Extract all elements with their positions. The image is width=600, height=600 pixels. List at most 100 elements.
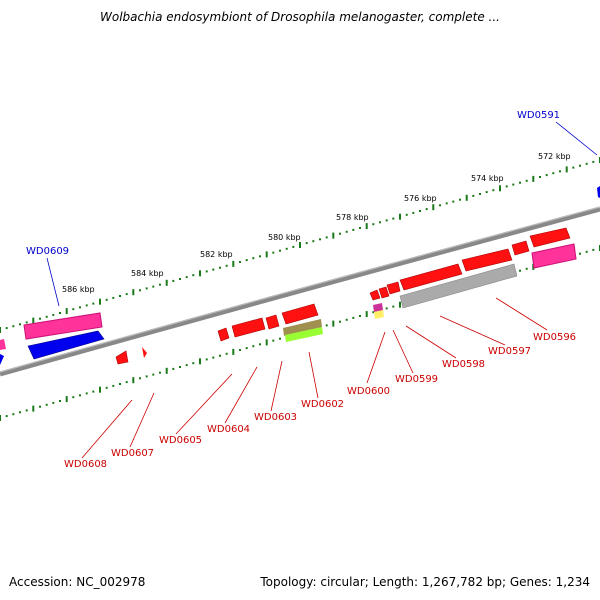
tick-mark: [532, 263, 535, 270]
tick-mark: [39, 405, 41, 408]
tick-mark: [345, 318, 348, 321]
gene-feature[interactable]: [369, 289, 381, 301]
gene-feature[interactable]: [374, 310, 384, 319]
tick-mark: [592, 160, 595, 163]
gene-feature[interactable]: [283, 319, 322, 336]
outer-tick-ring: [0, 157, 600, 333]
tick-mark: [345, 230, 348, 233]
tick-mark: [585, 162, 588, 165]
kbp-label: 578 kbp: [336, 213, 369, 222]
tick-mark: [405, 213, 408, 216]
gene-feature[interactable]: [23, 312, 103, 340]
tick-mark: [52, 401, 55, 404]
gene-label-WD0597[interactable]: WD0597: [488, 346, 531, 357]
gene-feature[interactable]: [265, 314, 280, 330]
tick-mark: [452, 200, 455, 203]
tick-mark: [119, 383, 121, 385]
tick-mark: [185, 364, 188, 367]
tick-mark: [439, 204, 441, 207]
gene-feature[interactable]: [217, 327, 230, 342]
gene-feature[interactable]: [386, 281, 401, 295]
gene-feature[interactable]: [27, 330, 105, 360]
tick-mark: [245, 347, 248, 350]
gene-feature[interactable]: [115, 350, 129, 365]
gene-label-WD0603[interactable]: WD0603: [254, 412, 297, 423]
gene-feature[interactable]: [511, 240, 530, 256]
tick-mark: [65, 396, 68, 403]
tick-mark: [312, 240, 315, 243]
gene-feature[interactable]: [0, 354, 4, 365]
tick-mark: [79, 306, 81, 309]
gene-feature[interactable]: [597, 186, 600, 198]
tick-mark: [372, 311, 375, 314]
tick-mark: [125, 293, 128, 296]
gene-label-WD0607[interactable]: WD0607: [111, 448, 154, 459]
tick-mark: [39, 317, 41, 320]
tick-mark: [559, 170, 561, 173]
tick-mark: [112, 384, 115, 387]
tick-mark: [5, 415, 8, 418]
gene-label-WD0602[interactable]: WD0602: [301, 399, 344, 410]
tick-mark: [92, 390, 95, 393]
tick-mark: [165, 367, 168, 374]
tick-mark: [225, 264, 228, 267]
tick-mark: [412, 211, 415, 214]
gene-feature[interactable]: [285, 327, 323, 342]
secondary-features: [0, 186, 600, 365]
gene-feature[interactable]: [142, 347, 147, 358]
gene-feature[interactable]: [281, 303, 319, 325]
tick-mark: [479, 193, 481, 195]
gene-feature[interactable]: [231, 317, 266, 338]
gene-label-WD0600[interactable]: WD0600: [347, 386, 390, 397]
gene-label-WD0604[interactable]: WD0604: [207, 424, 250, 435]
gene-label-WD0598[interactable]: WD0598: [442, 359, 485, 370]
gene-label-WD0599[interactable]: WD0599: [395, 374, 438, 385]
tick-mark: [325, 324, 328, 327]
gene-feature[interactable]: [461, 248, 513, 272]
tick-mark: [432, 204, 435, 211]
tick-mark: [265, 251, 268, 258]
tick-mark: [492, 189, 495, 192]
gene-label-WD0605[interactable]: WD0605: [159, 435, 202, 446]
gene-feature[interactable]: [373, 303, 383, 312]
tick-mark: [299, 242, 301, 248]
gene-feature[interactable]: [531, 243, 577, 269]
genome-summary: Topology: circular; Length: 1,267,782 bp…: [260, 575, 590, 589]
tick-mark: [179, 366, 181, 368]
tick-mark: [179, 278, 181, 280]
kbp-label: 584 kbp: [131, 269, 164, 278]
tick-mark: [485, 191, 488, 194]
tick-mark: [79, 394, 81, 397]
gene-label-WD0609[interactable]: WD0609: [26, 246, 69, 257]
tick-mark: [252, 257, 255, 260]
tick-mark: [305, 242, 308, 245]
tick-mark: [385, 219, 388, 222]
gene-feature[interactable]: [378, 286, 390, 299]
tick-mark: [105, 298, 108, 301]
tick-mark: [272, 251, 275, 254]
genome-backbone: [0, 206, 600, 377]
kbp-label: 572 kbp: [538, 152, 571, 161]
tick-mark: [239, 261, 241, 263]
tick-mark: [85, 392, 88, 395]
tick-mark: [19, 411, 21, 414]
tick-mark: [65, 308, 68, 315]
tick-mark: [59, 400, 61, 402]
gene-feature[interactable]: [399, 263, 518, 309]
gene-feature[interactable]: [399, 263, 463, 291]
gene-feature[interactable]: [0, 339, 6, 350]
tick-mark: [292, 245, 295, 248]
tick-mark: [519, 269, 521, 272]
gene-label-WD0608[interactable]: WD0608: [64, 459, 107, 470]
tick-mark: [92, 302, 95, 305]
tick-mark: [132, 377, 135, 384]
tick-mark: [0, 327, 1, 333]
gene-feature[interactable]: [529, 227, 571, 248]
tick-mark: [212, 268, 215, 271]
gene-label-WD0591[interactable]: WD0591: [517, 110, 560, 121]
tick-mark: [332, 232, 335, 239]
tick-mark: [325, 236, 328, 239]
forward-strand-features: [0, 227, 571, 350]
gene-label-WD0596[interactable]: WD0596: [533, 332, 576, 343]
